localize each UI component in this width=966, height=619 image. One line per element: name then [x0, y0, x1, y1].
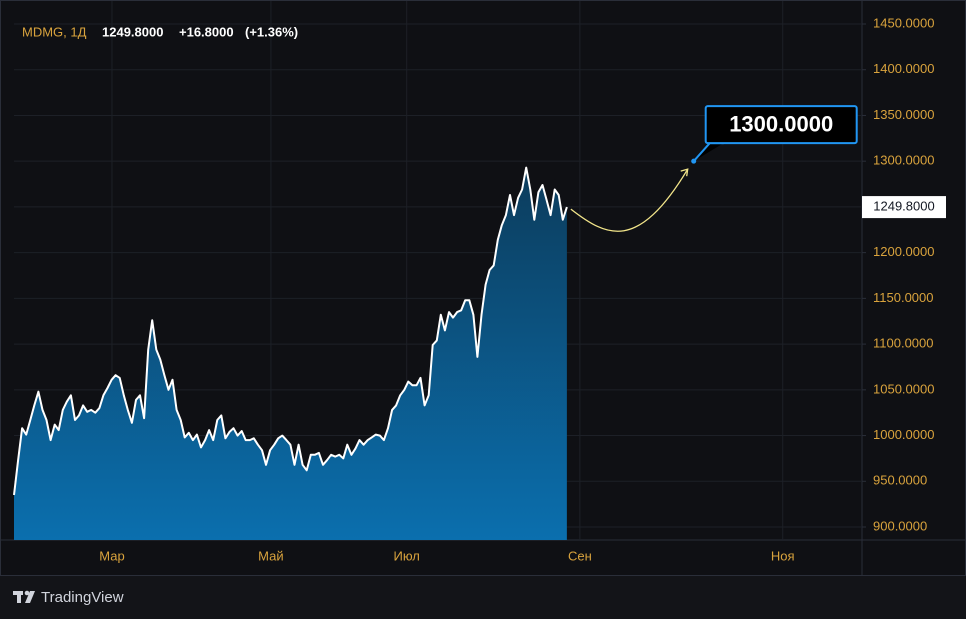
y-tick-label: 1450.0000 [873, 15, 934, 30]
x-tick-label: Мар [99, 548, 124, 563]
y-tick-label: 1400.0000 [873, 61, 934, 76]
callout-label: 1300.0000 [729, 111, 833, 136]
y-tick-label: 950.0000 [873, 473, 927, 488]
y-tick-label: 1150.0000 [873, 290, 934, 305]
symbol: MDMG, 1Д [22, 24, 87, 39]
x-tick-label: Сен [568, 548, 592, 563]
last-price-box [862, 196, 946, 219]
header-change-pct: (+1.36%) [245, 24, 298, 39]
forecast-arrowhead [680, 168, 689, 177]
forecast-curve [570, 168, 689, 232]
y-tick-label: 1000.0000 [873, 427, 934, 442]
last-price-label: 1249.8000 [873, 199, 934, 214]
logo-icon [13, 590, 35, 603]
price-line [13, 166, 568, 496]
header-price: 1249.8000 [102, 24, 163, 39]
y-tick-label: 1200.0000 [873, 244, 934, 259]
header-change: +16.8000 [179, 24, 234, 39]
x-tick-label: Июл [393, 548, 419, 563]
area-fill [14, 167, 567, 540]
y-tick-label: 1350.0000 [873, 107, 934, 122]
x-tick-label: Май [258, 548, 283, 563]
callout-box [704, 105, 858, 145]
y-tick-label: 1050.0000 [873, 381, 934, 396]
logo-text: TradingView [41, 589, 124, 606]
x-tick-label: Ноя [771, 548, 795, 563]
y-tick-label: 1100.0000 [873, 336, 934, 351]
y-tick-label: 900.0000 [873, 518, 927, 533]
y-tick-label: 1300.0000 [873, 153, 934, 168]
